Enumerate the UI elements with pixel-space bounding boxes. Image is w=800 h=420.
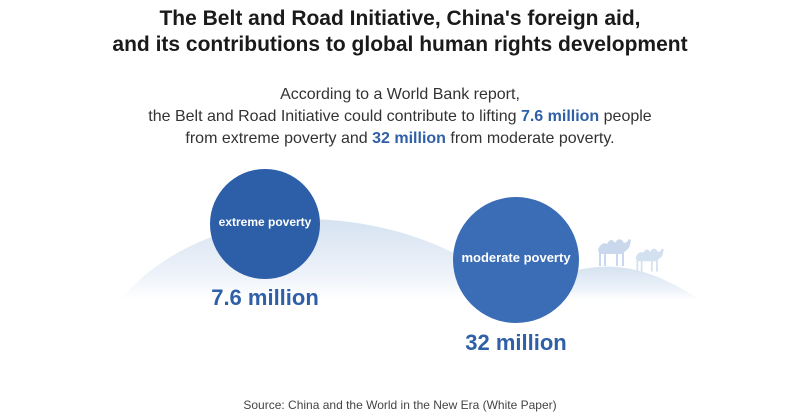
extreme-poverty-value: 7.6 million [211, 285, 319, 310]
lead-line-2-prefix: the Belt and Road Initiative could contr… [148, 108, 521, 125]
extreme-poverty-circle [210, 169, 320, 279]
page-title: The Belt and Road Initiative, China's fo… [0, 6, 800, 58]
title-line-2: and its contributions to global human ri… [112, 33, 688, 56]
source-note: Source: China and the World in the New E… [243, 398, 557, 412]
moderate-poverty-label: moderate poverty [461, 250, 571, 265]
lead-line-2: the Belt and Road Initiative could contr… [0, 106, 800, 128]
hill-right [560, 266, 700, 300]
moderate-poverty-circle [453, 197, 579, 323]
camel-icon [635, 248, 664, 272]
camel-icon [598, 239, 631, 266]
extreme-poverty-label: extreme poverty [218, 215, 312, 229]
lead-highlight-extreme: 7.6 million [520, 108, 600, 125]
lead-line-2-suffix: people [599, 108, 652, 125]
lead-line-3-suffix: from moderate poverty. [445, 130, 615, 147]
lead-highlight-moderate: 32 million [372, 130, 446, 147]
lead-line-3-prefix: from extreme poverty and [185, 130, 373, 147]
title-line-1: The Belt and Road Initiative, China's fo… [159, 7, 641, 30]
lead-text: According to a World Bank report, the Be… [0, 84, 800, 150]
moderate-poverty-value: 32 million [465, 330, 567, 355]
lead-line-1: According to a World Bank report, [280, 86, 520, 103]
lead-line-3: from extreme poverty and 32 million from… [0, 128, 800, 150]
